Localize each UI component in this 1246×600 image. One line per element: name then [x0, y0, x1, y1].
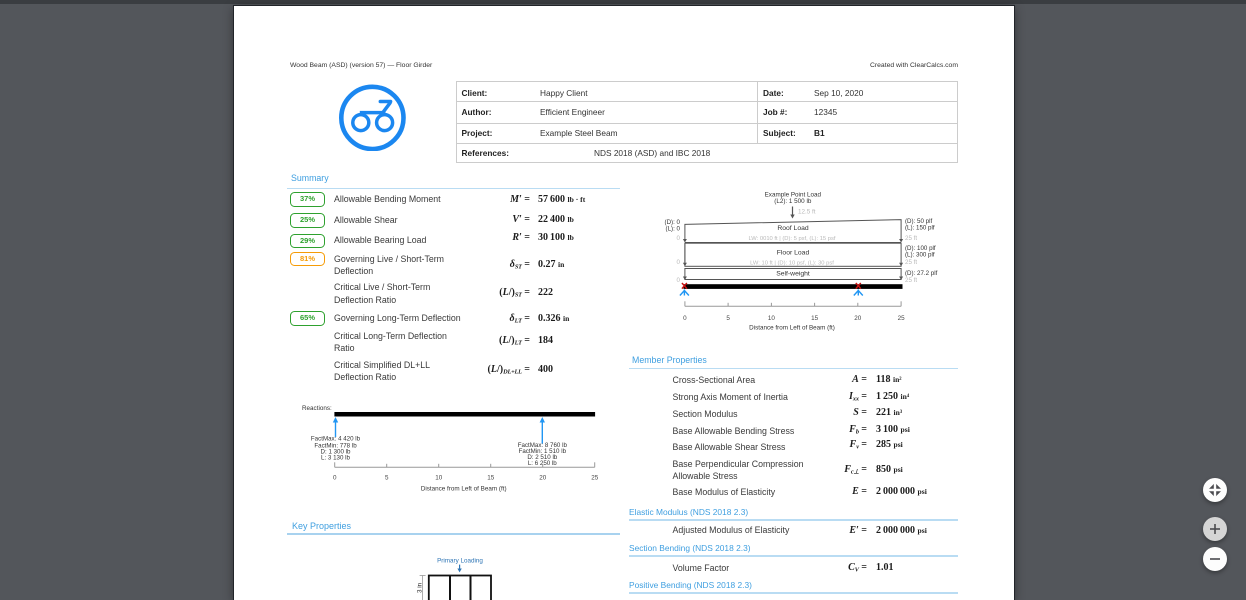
- svg-text:L: 6 250 lb: L: 6 250 lb: [528, 460, 557, 467]
- svg-text:LW: 10 ft | (D): 10 psf, (L): LW: 10 ft | (D): 10 psf, (L): 30 psf: [750, 260, 834, 266]
- svg-text:20: 20: [539, 475, 547, 482]
- svg-text:20: 20: [854, 315, 862, 322]
- svg-text:Example Point Load: Example Point Load: [765, 192, 822, 199]
- svg-text:(L): 150 plf: (L): 150 plf: [905, 225, 935, 232]
- svg-text:5: 5: [726, 315, 730, 322]
- svg-text:FactMin: 1 510 lb: FactMin: 1 510 lb: [519, 448, 567, 455]
- svg-text:Reactions:: Reactions:: [302, 405, 332, 412]
- svg-text:15: 15: [487, 475, 495, 482]
- svg-text:Self-weight: Self-weight: [776, 270, 810, 277]
- svg-text:Primary Loading: Primary Loading: [437, 558, 483, 565]
- svg-text:(L): 300 plf: (L): 300 plf: [905, 252, 935, 259]
- svg-text:25: 25: [591, 475, 599, 482]
- svg-text:0: 0: [677, 235, 681, 242]
- svg-text:FactMax: 8 760 lb: FactMax: 8 760 lb: [518, 442, 568, 449]
- svg-text:0: 0: [677, 259, 681, 266]
- svg-text:Roof Load: Roof Load: [777, 225, 809, 232]
- svg-text:5: 5: [385, 475, 389, 482]
- svg-text:0: 0: [333, 475, 337, 482]
- svg-text:Distance from Left of Beam (ft: Distance from Left of Beam (ft): [749, 325, 835, 332]
- svg-text:L: 3 130 lb: L: 3 130 lb: [321, 455, 350, 462]
- svg-text:0: 0: [677, 277, 681, 284]
- svg-text:(L2): 1 500 lb: (L2): 1 500 lb: [774, 198, 812, 205]
- svg-text:10: 10: [768, 315, 776, 322]
- svg-text:(D): 50 plf: (D): 50 plf: [905, 218, 932, 225]
- svg-text:(D): 0: (D): 0: [665, 219, 681, 226]
- svg-text:Floor Load: Floor Load: [777, 249, 810, 256]
- svg-text:25 ft: 25 ft: [905, 277, 917, 284]
- svg-text:Distance from Left of Beam (ft: Distance from Left of Beam (ft): [421, 486, 507, 493]
- svg-text:LW: 0010 ft | (D): 5 psf, (L: LW: 0010 ft | (D): 5 psf, (L): 15 psf: [749, 236, 836, 242]
- svg-text:0: 0: [683, 315, 687, 322]
- svg-text:(D): 100 plf: (D): 100 plf: [905, 245, 936, 252]
- svg-text:25 ft: 25 ft: [905, 235, 917, 242]
- svg-text:(D): 27.2 plf: (D): 27.2 plf: [905, 270, 938, 277]
- svg-text:(L): 0: (L): 0: [666, 226, 681, 233]
- svg-text:25: 25: [898, 315, 906, 322]
- svg-text:D: 1 300 lb: D: 1 300 lb: [321, 449, 351, 456]
- svg-text:FactMax: 4 420 lb: FactMax: 4 420 lb: [311, 436, 361, 443]
- svg-text:12.5 ft: 12.5 ft: [798, 209, 816, 216]
- svg-text:3 in: 3 in: [417, 582, 424, 593]
- svg-text:D: 2 510 lb: D: 2 510 lb: [527, 454, 557, 461]
- svg-text:FactMin: 778 lb: FactMin: 778 lb: [314, 443, 357, 450]
- svg-text:15: 15: [811, 315, 819, 322]
- svg-text:25 ft: 25 ft: [905, 259, 917, 266]
- svg-text:10: 10: [435, 475, 443, 482]
